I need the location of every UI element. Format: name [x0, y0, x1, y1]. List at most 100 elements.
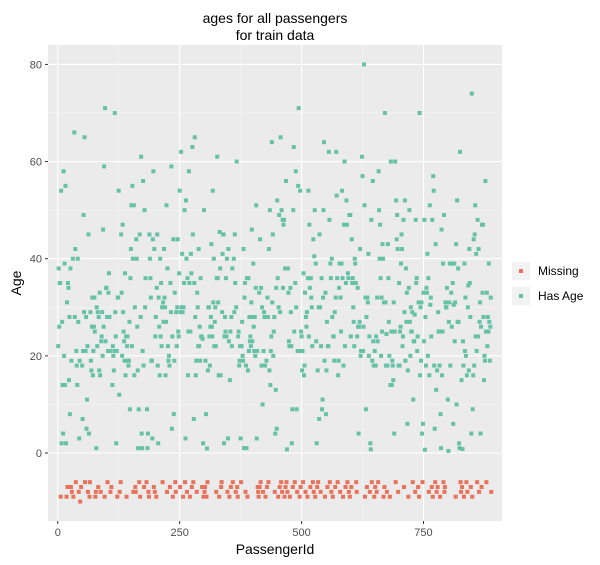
legend: Missing Has Age — [512, 262, 584, 305]
data-point — [344, 222, 349, 227]
data-point — [483, 179, 488, 183]
data-point — [172, 290, 177, 295]
data-point — [328, 276, 333, 281]
data-point — [170, 334, 175, 339]
data-point — [72, 315, 77, 319]
data-point — [191, 417, 196, 421]
data-point — [304, 324, 309, 329]
data-point — [219, 485, 224, 489]
data-point — [154, 285, 159, 290]
data-point — [77, 436, 82, 441]
data-point — [212, 319, 217, 324]
data-point — [257, 290, 262, 295]
data-point — [457, 446, 462, 451]
data-point — [268, 383, 273, 387]
data-point — [348, 334, 353, 339]
data-point — [363, 407, 368, 412]
data-point — [424, 290, 429, 295]
data-point — [360, 154, 365, 159]
data-point — [165, 266, 170, 271]
data-point — [389, 329, 394, 334]
data-point — [417, 494, 422, 499]
data-point — [255, 349, 260, 353]
data-point — [198, 276, 203, 281]
data-point — [260, 402, 265, 407]
data-point — [408, 353, 413, 358]
data-point — [321, 208, 326, 213]
data-point — [446, 319, 451, 324]
data-point — [71, 494, 76, 499]
data-point — [354, 480, 359, 485]
data-point — [454, 242, 459, 247]
data-point — [446, 448, 451, 453]
x-axis-title: PassengerId — [236, 541, 315, 557]
data-point — [184, 489, 189, 494]
data-point — [269, 334, 274, 339]
data-point — [387, 353, 392, 358]
data-point — [469, 431, 474, 436]
data-point — [370, 179, 375, 183]
data-point — [246, 349, 251, 353]
data-point — [225, 436, 230, 441]
data-point — [137, 480, 142, 485]
data-point — [175, 305, 180, 310]
data-point — [424, 285, 429, 290]
data-point — [482, 358, 487, 363]
data-points — [56, 62, 494, 504]
data-point — [223, 276, 228, 281]
data-point — [423, 363, 428, 368]
data-point — [287, 494, 292, 499]
data-point — [440, 261, 445, 266]
data-point — [393, 159, 398, 164]
data-point — [122, 339, 127, 344]
data-point — [361, 62, 366, 67]
data-point — [393, 480, 398, 485]
data-point — [62, 261, 67, 266]
data-point — [391, 300, 396, 305]
data-point — [118, 480, 123, 485]
data-point — [100, 310, 105, 315]
data-point — [453, 300, 458, 305]
data-point — [385, 363, 390, 368]
data-point — [68, 266, 73, 271]
data-point — [252, 315, 257, 319]
data-point — [187, 281, 192, 285]
data-point — [203, 412, 208, 417]
data-point — [266, 480, 271, 485]
data-point — [219, 480, 224, 485]
data-point — [93, 489, 98, 494]
data-point — [362, 494, 367, 499]
data-point — [138, 494, 143, 499]
data-point — [163, 373, 168, 378]
data-point — [301, 480, 306, 485]
data-point — [62, 353, 67, 358]
data-point — [412, 312, 417, 317]
data-point — [405, 421, 410, 426]
data-point — [74, 363, 79, 368]
data-point — [416, 485, 421, 489]
data-point — [346, 489, 351, 494]
data-point — [244, 446, 249, 451]
data-point — [160, 305, 165, 310]
data-point — [315, 368, 320, 373]
data-point — [386, 276, 391, 281]
data-point — [318, 305, 323, 310]
data-point — [236, 329, 241, 334]
data-point — [279, 480, 284, 485]
data-point — [216, 300, 221, 305]
data-point — [439, 227, 444, 232]
data-point — [95, 310, 100, 315]
data-point — [208, 315, 213, 319]
data-point — [176, 329, 181, 334]
data-point — [87, 480, 92, 485]
data-point — [84, 315, 89, 319]
data-point — [456, 319, 461, 324]
data-point — [421, 421, 426, 426]
data-point — [167, 363, 172, 368]
data-point — [224, 256, 229, 261]
data-point — [317, 232, 322, 237]
data-point — [139, 154, 144, 159]
data-point — [242, 446, 247, 451]
data-point — [447, 300, 452, 305]
data-point — [322, 494, 327, 499]
